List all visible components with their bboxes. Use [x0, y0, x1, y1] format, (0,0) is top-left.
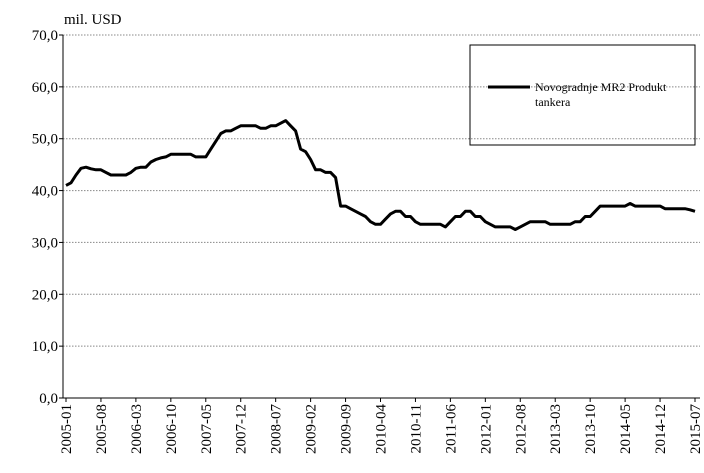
- y-tick-label: 10,0: [32, 339, 58, 355]
- x-tick-label: 2013-10: [583, 404, 599, 454]
- x-tick-label: 2007-05: [199, 404, 215, 454]
- y-tick-label: 70,0: [32, 28, 58, 44]
- x-tick-label: 2009-02: [304, 404, 320, 454]
- x-tick-label: 2006-03: [129, 404, 145, 454]
- y-tick-label: 20,0: [32, 287, 58, 303]
- y-tick-label: 50,0: [32, 132, 58, 148]
- y-tick-label: 40,0: [32, 184, 58, 200]
- y-tick-label: 30,0: [32, 235, 58, 251]
- y-axis-label: mil. USD: [64, 12, 122, 28]
- x-tick-label: 2006-10: [164, 404, 180, 454]
- x-tick-label: 2014-05: [618, 404, 634, 454]
- x-tick-label: 2014-12: [653, 404, 669, 454]
- legend-label: Novogradnje MR2 Produkt tankera: [535, 80, 667, 109]
- x-tick-label: 2011-06: [443, 404, 459, 454]
- legend-box: [469, 44, 696, 146]
- line-series: [65, 119, 696, 231]
- x-tick-label: 2009-09: [339, 404, 355, 454]
- x-tick-label: 2012-01: [478, 404, 494, 454]
- x-tick-label: 2015-07: [688, 404, 704, 454]
- x-tick-label: 2007-12: [234, 404, 250, 454]
- x-tick-label: 2013-03: [548, 404, 564, 454]
- x-tick-label: 2008-07: [269, 404, 285, 454]
- x-tick-label: 2005-08: [94, 404, 110, 454]
- x-tick-label: 2010-11: [408, 404, 424, 453]
- x-tick-label: 2010-04: [374, 404, 390, 454]
- x-tick-label: 2005-01: [59, 404, 75, 454]
- y-tick-label: 60,0: [32, 80, 58, 96]
- y-tick-label: 0,0: [39, 391, 58, 407]
- x-tick-label: 2012-08: [513, 404, 529, 454]
